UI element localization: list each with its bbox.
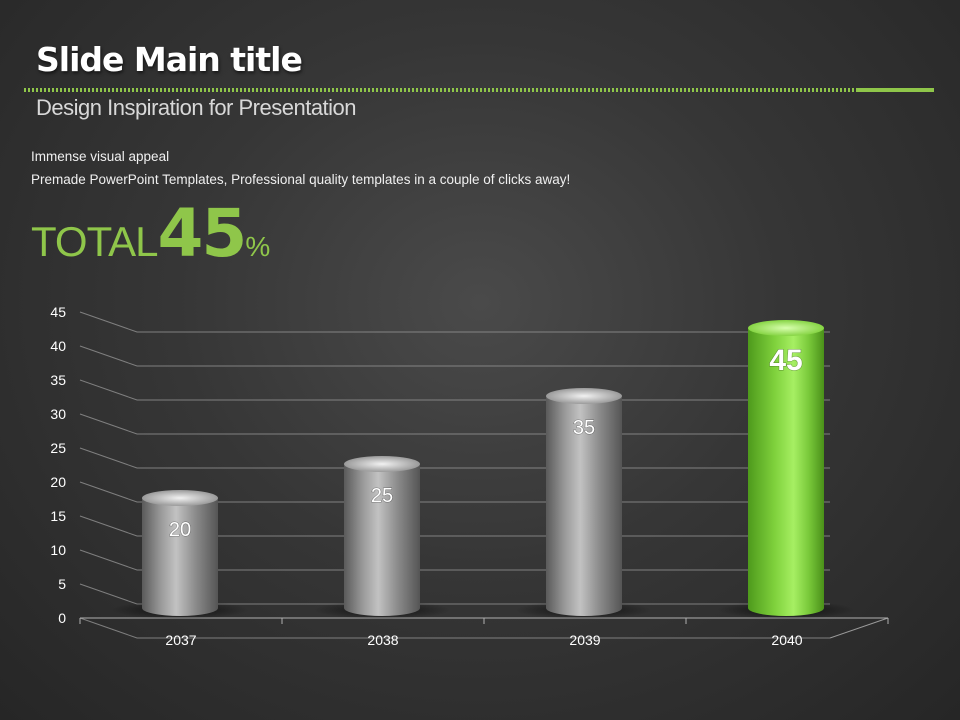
y-tick-label: 35 (50, 372, 66, 388)
title-divider-accent (858, 88, 934, 92)
gridline (79, 617, 830, 639)
bar-body (748, 328, 824, 616)
bar-body (344, 464, 420, 616)
floor-edge (829, 617, 889, 639)
slide-subtitle: Design Inspiration for Presentation (36, 95, 357, 120)
total-value: 45 (157, 195, 247, 272)
y-tick-label: 25 (50, 440, 66, 456)
body-text-line-1: Immense visual appeal (31, 149, 170, 164)
x-tick-label: 2039 (569, 632, 600, 648)
y-tick-label: 15 (50, 508, 66, 524)
data-label: 35 (573, 417, 595, 439)
gridline (79, 413, 830, 435)
title-divider-dotted (24, 88, 858, 92)
gridline (79, 345, 830, 367)
y-tick-label: 20 (50, 474, 66, 490)
data-label: 45 (769, 344, 802, 377)
x-tick-label: 2040 (771, 632, 802, 648)
bar-cap (748, 320, 824, 336)
data-label: 20 (169, 519, 191, 541)
y-tick-label: 5 (58, 576, 66, 592)
bar-cap (546, 388, 622, 404)
y-tick-label: 0 (58, 610, 66, 626)
x-tick-label: 2037 (165, 632, 196, 648)
gridline (79, 379, 830, 401)
total-unit: % (245, 231, 271, 262)
y-tick-label: 10 (50, 542, 66, 558)
total-label: TOTAL (31, 218, 158, 265)
bar-cap (344, 456, 420, 472)
bar-2040: 45 (717, 320, 855, 619)
gridline (79, 311, 830, 333)
gridline (79, 447, 830, 469)
bar-2039: 35 (515, 388, 653, 619)
data-label: 25 (371, 485, 393, 507)
bar-2037: 20 (111, 490, 249, 619)
y-tick-label: 40 (50, 338, 66, 354)
bar-body (546, 396, 622, 616)
bar-2038: 25 (313, 456, 451, 619)
bar-cap (142, 490, 218, 506)
bar-body (142, 498, 218, 616)
y-tick-label: 45 (50, 304, 66, 320)
total-callout: TOTAL45% (31, 195, 270, 272)
y-tick-label: 30 (50, 406, 66, 422)
body-text-line-2: Premade PowerPoint Templates, Profession… (31, 172, 571, 187)
slide-title: Slide Main title (36, 40, 303, 79)
x-tick-label: 2038 (367, 632, 398, 648)
